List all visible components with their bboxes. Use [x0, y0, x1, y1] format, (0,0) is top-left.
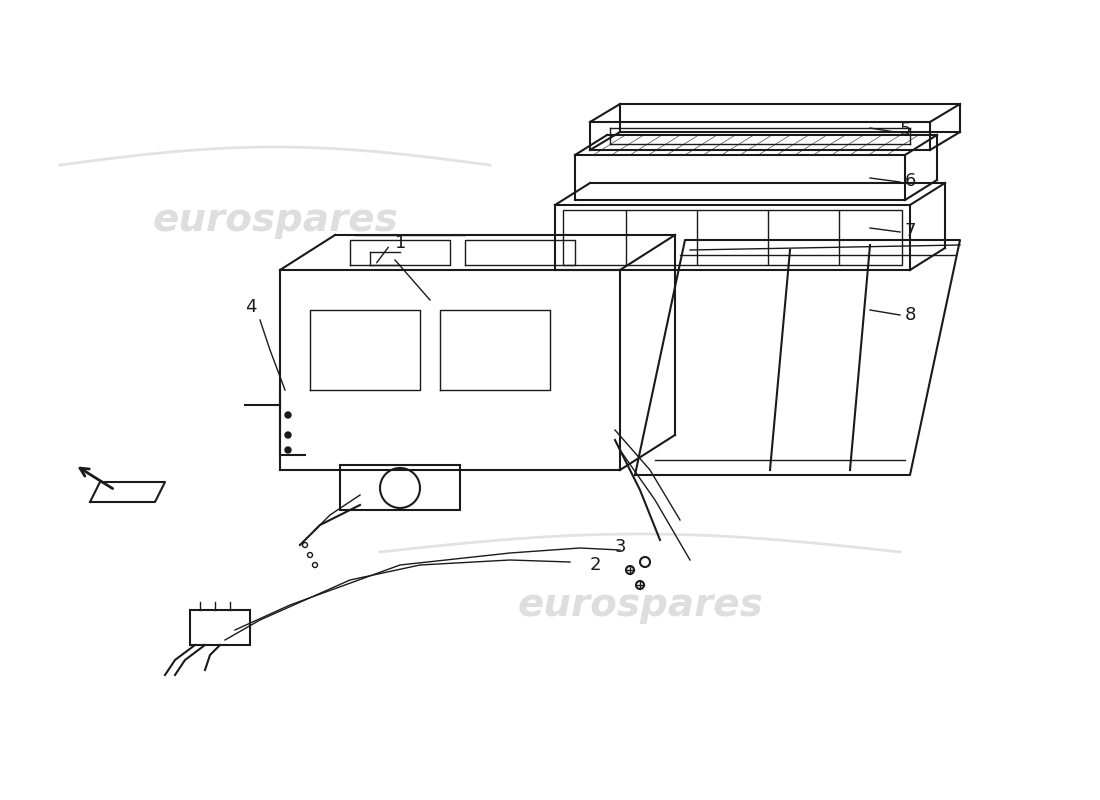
Bar [563, 210, 902, 265]
Text: eurospares: eurospares [152, 201, 398, 239]
Text: 7: 7 [905, 222, 916, 240]
Bar [340, 465, 460, 510]
Circle shape [285, 412, 292, 418]
Circle shape [285, 432, 292, 438]
Text: 8: 8 [905, 306, 916, 324]
Text: 1: 1 [395, 234, 406, 252]
Text: eurospares: eurospares [517, 586, 763, 624]
Text: 4: 4 [245, 298, 256, 316]
Text: 6: 6 [905, 172, 916, 190]
Bar [190, 610, 250, 645]
Text: 2: 2 [590, 556, 602, 574]
Circle shape [285, 447, 292, 453]
Text: 3: 3 [615, 538, 627, 556]
Text: 5: 5 [900, 121, 912, 139]
